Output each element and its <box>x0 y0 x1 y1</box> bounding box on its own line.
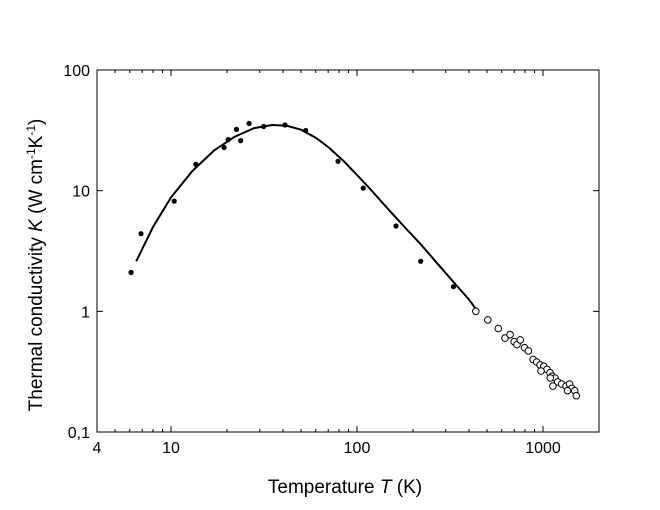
x-tick-label: 100 <box>344 440 371 457</box>
open-data-point <box>572 391 581 400</box>
open-data-point <box>516 336 525 344</box>
y-tick-label: 100 <box>63 63 90 80</box>
filled-data-point <box>303 127 309 134</box>
open-data-point <box>537 367 545 375</box>
filled-data-point <box>246 120 252 127</box>
data-points <box>128 120 581 400</box>
open-data-point <box>524 347 533 355</box>
open-data-point <box>506 330 514 339</box>
y-tick-label: 10 <box>72 184 90 201</box>
filled-data-point <box>171 198 177 204</box>
open-data-point <box>501 334 509 342</box>
open-data-point <box>494 324 503 333</box>
y-tick-label: 0,1 <box>68 425 90 442</box>
x-tick-label: 4 <box>93 440 102 457</box>
open-data-point <box>549 382 557 390</box>
filled-data-point <box>418 258 424 264</box>
filled-data-point <box>233 126 240 132</box>
filled-data-point <box>193 161 199 167</box>
filled-data-point <box>282 122 288 128</box>
open-data-point <box>546 374 555 382</box>
open-data-point <box>563 386 572 395</box>
filled-data-point <box>138 231 144 237</box>
open-data-point <box>472 307 480 316</box>
filled-data-point <box>450 284 457 290</box>
plot-frame <box>96 69 600 433</box>
open-data-point <box>484 316 492 324</box>
filled-data-point <box>238 138 244 144</box>
axis-ticks <box>97 70 599 432</box>
x-axis-title: Temperature T (K) <box>268 477 422 498</box>
filled-data-point <box>225 137 231 143</box>
filled-data-point <box>221 144 227 151</box>
filled-data-point <box>393 223 399 229</box>
x-tick-label: 10 <box>162 440 180 457</box>
y-axis-title: Thermal conductivity K (W cm-1K-1) <box>24 119 47 412</box>
filled-data-point <box>128 269 134 276</box>
x-tick-label: 1000 <box>525 440 561 457</box>
filled-data-point <box>360 185 366 191</box>
fit-curve <box>135 123 477 310</box>
filled-data-point <box>335 158 341 164</box>
tick-labels: 4 10 100 1000 0,1 1 10 100 <box>63 63 561 457</box>
filled-data-point <box>261 123 267 130</box>
y-tick-label: 1 <box>81 304 90 321</box>
